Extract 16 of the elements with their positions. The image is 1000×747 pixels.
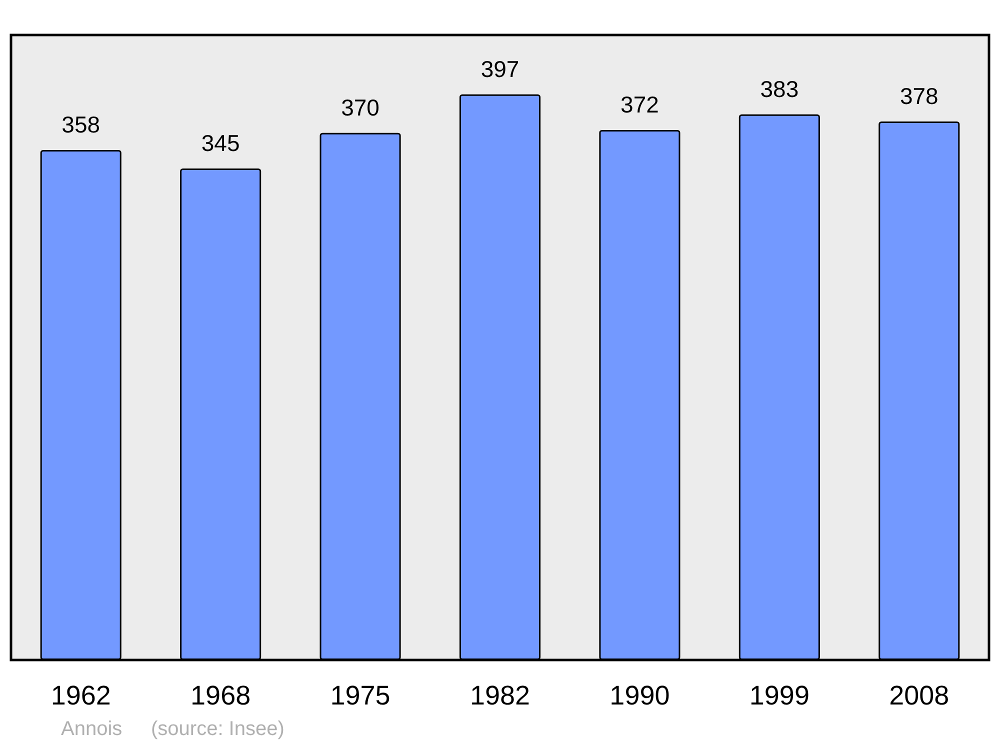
data-label: 378: [900, 82, 938, 109]
x-tick-label: 1982: [470, 680, 530, 710]
x-tick-label: 2008: [889, 680, 950, 710]
x-tick-label: 1975: [330, 680, 390, 710]
x-tick-label: 1990: [610, 680, 670, 710]
x-tick-label: 1962: [50, 680, 111, 710]
data-label: 370: [341, 94, 380, 120]
text: (source: Insee): [151, 718, 284, 740]
data-label: 397: [480, 56, 520, 82]
data-label: 372: [620, 91, 659, 118]
data-label: 358: [62, 111, 100, 138]
data-label: 345: [201, 130, 240, 156]
data-label: 383: [760, 76, 799, 102]
x-tick-label: 1968: [190, 680, 251, 710]
x-tick-label: 1999: [749, 680, 810, 710]
text: Annois: [61, 718, 122, 740]
